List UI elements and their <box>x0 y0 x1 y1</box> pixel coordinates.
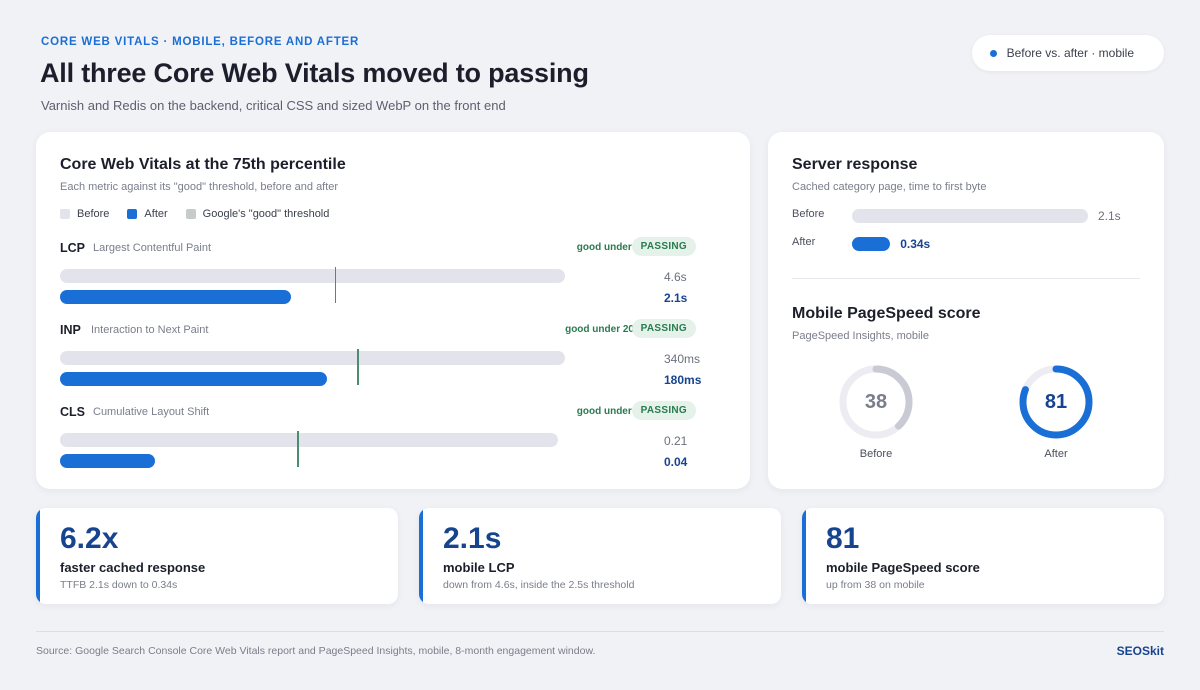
threshold-label: good under 200ms <box>565 324 654 335</box>
legend-item-before: Before <box>60 208 109 220</box>
legend-label: After <box>144 208 168 220</box>
pill-label: Before vs. after · mobile <box>1006 46 1134 60</box>
bar-before <box>60 433 559 447</box>
bar-after <box>60 454 155 468</box>
stat-card: 81 mobile PageSpeed score up from 38 on … <box>802 508 1164 604</box>
metric-code: INP <box>60 323 81 337</box>
metric-name: Cumulative Layout Shift <box>93 406 210 418</box>
stat-note: TTFB 2.1s down to 0.34s <box>60 579 178 591</box>
comparison-pill: Before vs. after · mobile <box>971 35 1164 71</box>
metric-code: CLS <box>60 405 85 419</box>
server-after-label: After <box>792 236 816 248</box>
gauge-caption: After <box>1044 448 1068 460</box>
bar-before <box>60 351 566 365</box>
stat-label: mobile LCP <box>443 560 515 575</box>
bar-after <box>60 290 291 304</box>
server-bar-after <box>852 237 891 251</box>
status-badge: PASSING <box>631 401 696 420</box>
value-before: 340ms <box>664 352 701 366</box>
after-swatch-icon <box>127 209 138 219</box>
before-swatch-icon <box>60 209 70 219</box>
gauge-arc-before <box>839 365 913 439</box>
gauge-caption: Before <box>859 448 893 460</box>
value-before: 4.6s <box>664 270 687 284</box>
value-after: 0.04 <box>664 455 688 469</box>
legend-item-threshold: Google's "good" threshold <box>185 208 330 220</box>
vitals-title: Core Web Vitals at the 75th percentile <box>60 156 346 173</box>
value-before: 0.21 <box>664 434 688 448</box>
gauge-value: 81 <box>1044 390 1068 413</box>
legend-item-after: After <box>127 208 168 220</box>
server-title: Server response <box>792 156 918 173</box>
pagespeed-subtitle: PageSpeed Insights, mobile <box>792 330 929 342</box>
value-after: 2.1s <box>664 291 688 305</box>
threshold-line <box>297 431 299 467</box>
server-pagespeed-card: Server response Cached category page, ti… <box>768 132 1164 489</box>
brand-logo: SEOSkit <box>1116 644 1164 658</box>
gauge-arc-after <box>1019 365 1093 439</box>
pagespeed-title: Mobile PageSpeed score <box>792 305 981 322</box>
metric-lcp: LCP Largest Contentful Paint good under … <box>60 237 726 321</box>
stat-value: 2.1s <box>443 522 502 555</box>
metric-name: Interaction to Next Paint <box>91 324 209 336</box>
server-value-after: 0.34s <box>900 237 931 251</box>
vitals-subtitle: Each metric against its "good" threshold… <box>60 181 339 193</box>
gauge-value: 38 <box>864 390 888 413</box>
bar-after <box>60 372 328 386</box>
server-subtitle: Cached category page, time to first byte <box>792 181 987 193</box>
vitals-card: Core Web Vitals at the 75th percentile E… <box>36 132 750 489</box>
bar-before <box>60 269 566 283</box>
threshold-line <box>357 349 359 385</box>
page-title: All three Core Web Vitals moved to passi… <box>40 58 589 88</box>
threshold-label: good under 0.10 <box>576 406 654 417</box>
stat-label: faster cached response <box>60 560 206 575</box>
stat-label: mobile PageSpeed score <box>826 560 980 575</box>
status-badge: PASSING <box>631 237 696 256</box>
stat-note: up from 38 on mobile <box>826 579 925 591</box>
server-value-before: 2.1s <box>1098 209 1121 223</box>
legend-label: Google's "good" threshold <box>202 208 330 220</box>
server-row-before: Before 2.1s <box>792 208 1142 224</box>
threshold-line <box>334 267 336 303</box>
stat-card: 6.2x faster cached response TTFB 2.1s do… <box>36 508 398 604</box>
stat-card: 2.1s mobile LCP down from 4.6s, inside t… <box>419 508 781 604</box>
vitals-legend: Before After Google's "good" threshold <box>60 208 329 220</box>
page-subtitle: Varnish and Redis on the backend, critic… <box>41 98 506 113</box>
metric-inp: INP Interaction to Next Paint good under… <box>60 319 726 403</box>
blue-dot-icon <box>989 49 997 57</box>
value-after: 180ms <box>664 373 702 387</box>
stat-note: down from 4.6s, inside the 2.5s threshol… <box>443 579 635 591</box>
server-bar-before <box>852 209 1088 223</box>
server-before-label: Before <box>792 208 825 220</box>
divider <box>792 278 1140 279</box>
eyebrow: CORE WEB VITALS · MOBILE, BEFORE AND AFT… <box>41 36 360 48</box>
metric-name: Largest Contentful Paint <box>93 242 212 254</box>
gauge-before: 38 <box>836 362 916 442</box>
legend-label: Before <box>77 208 110 220</box>
stat-value: 6.2x <box>60 522 119 555</box>
gauge-after: 81 <box>1016 362 1096 442</box>
source-note: Source: Google Search Console Core Web V… <box>36 645 596 657</box>
threshold-label: good under 2.5s <box>576 242 654 253</box>
stat-value: 81 <box>826 522 860 555</box>
status-badge: PASSING <box>631 319 696 338</box>
threshold-swatch-icon <box>185 209 196 219</box>
metric-cls: CLS Cumulative Layout Shift good under 0… <box>60 401 726 485</box>
footer-divider <box>36 631 1164 632</box>
server-row-after: After 0.34s <box>792 236 1142 252</box>
metric-code: LCP <box>60 241 85 255</box>
